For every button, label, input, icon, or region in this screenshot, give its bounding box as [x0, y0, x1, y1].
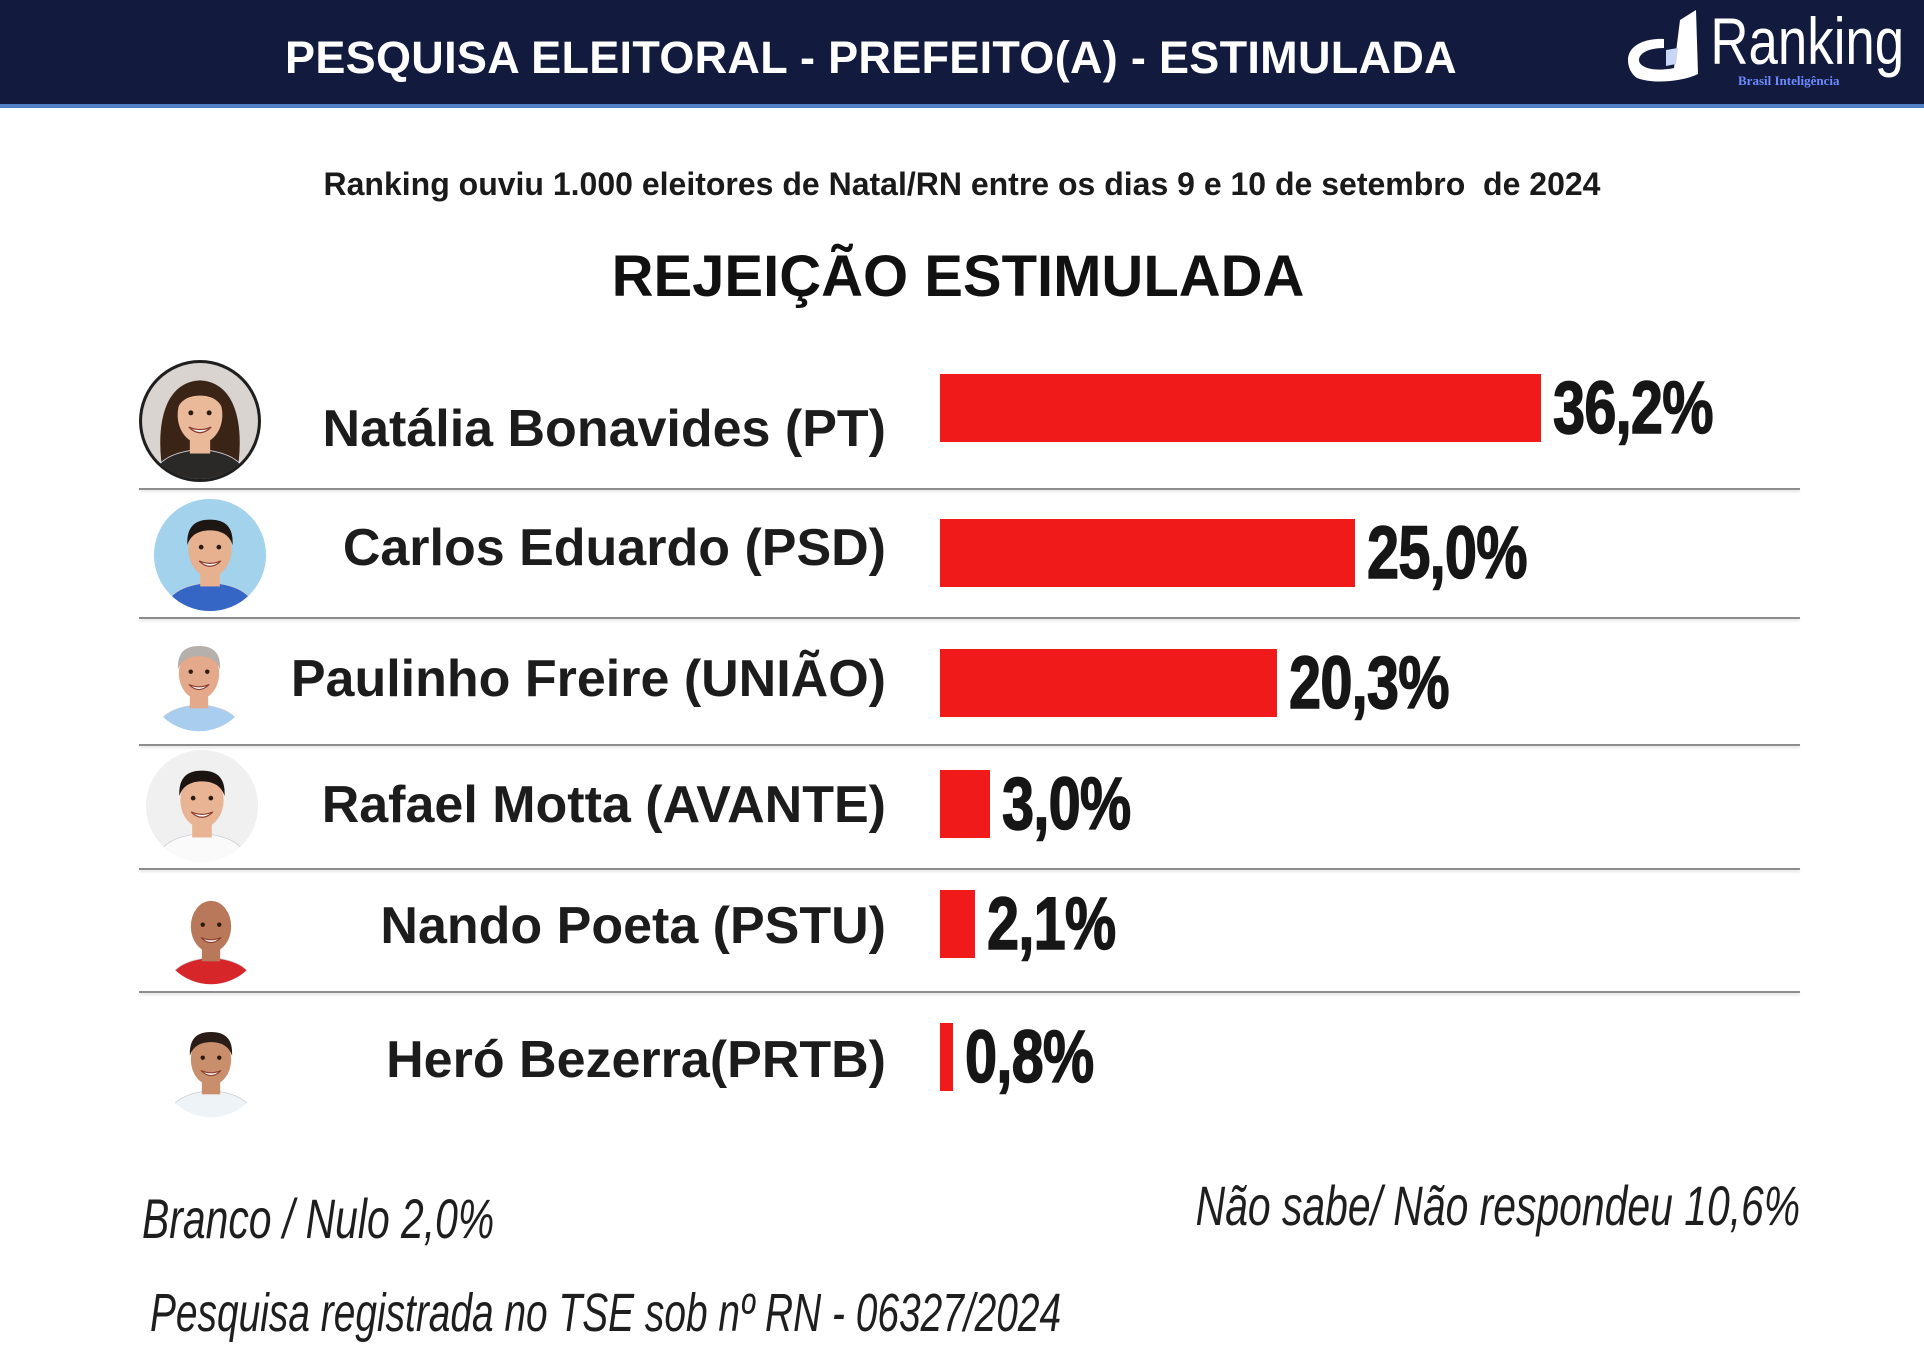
bar-rafael-motta	[940, 770, 990, 838]
candidate-name-nando-poeta: Nando Poeta (PSTU)	[380, 897, 886, 955]
row-divider	[139, 868, 1800, 870]
value-label-rafael-motta: 3,0%	[1001, 762, 1131, 845]
header-accent-line	[0, 104, 1924, 108]
tse-registration-note: Pesquisa registrada no TSE sob nº RN - 0…	[150, 1283, 1062, 1343]
row-divider	[139, 744, 1800, 746]
candidate-photo-hero-bezerra	[156, 1010, 266, 1120]
bar-hero-bezerra	[940, 1023, 954, 1091]
chart-title: REJEIÇÃO ESTIMULADA	[611, 244, 1305, 309]
value-label-carlos-eduardo: 25,0%	[1366, 511, 1528, 594]
value-label-nando-poeta: 2,1%	[986, 882, 1116, 965]
candidate-name-paulinho-freire: Paulinho Freire (UNIÃO)	[290, 650, 886, 708]
bar-paulinho-freire	[940, 649, 1278, 717]
candidate-photo-rafael-motta	[143, 747, 261, 865]
row-divider	[139, 488, 1800, 490]
blank-null-note: Branco / Nulo 2,0%	[142, 1187, 495, 1250]
survey-description: Ranking ouviu 1.000 eleitores de Natal/R…	[323, 166, 1601, 202]
candidate-photo-paulinho-freire	[144, 624, 254, 734]
header-bar: PESQUISA ELEITORAL - PREFEITO(A) - ESTIM…	[0, 0, 1924, 104]
value-label-hero-bezerra: 0,8%	[965, 1015, 1095, 1098]
header-title: PESQUISA ELEITORAL - PREFEITO(A) - ESTIM…	[285, 32, 1457, 83]
ranking-logo-tagline: Brasil Inteligência	[1738, 73, 1840, 88]
value-label-paulinho-freire: 20,3%	[1288, 641, 1450, 724]
candidate-photo-carlos-eduardo	[151, 496, 269, 614]
candidate-name-carlos-eduardo: Carlos Eduardo (PSD)	[342, 519, 886, 577]
row-divider	[139, 991, 1800, 993]
candidate-name-rafael-motta: Rafael Motta (AVANTE)	[321, 776, 886, 834]
value-label-natalia-bonavides: 36,2%	[1552, 366, 1714, 449]
bar-natalia-bonavides	[940, 374, 1541, 442]
bar-nando-poeta	[940, 890, 975, 958]
ranking-logo-text: Ranking	[1710, 4, 1904, 78]
candidate-photo-nando-poeta	[156, 877, 266, 987]
candidate-name-natalia-bonavides: Natália Bonavides (PT)	[322, 400, 886, 458]
candidate-photo-natalia-bonavides	[139, 360, 261, 482]
candidate-name-hero-bezerra: Heró Bezerra(PRTB)	[386, 1031, 886, 1089]
row-divider	[139, 617, 1800, 619]
ranking-logo-icon	[1622, 6, 1710, 86]
bar-carlos-eduardo	[940, 519, 1356, 587]
undecided-note: Não sabe/ Não respondeu 10,6%	[1195, 1174, 1800, 1237]
